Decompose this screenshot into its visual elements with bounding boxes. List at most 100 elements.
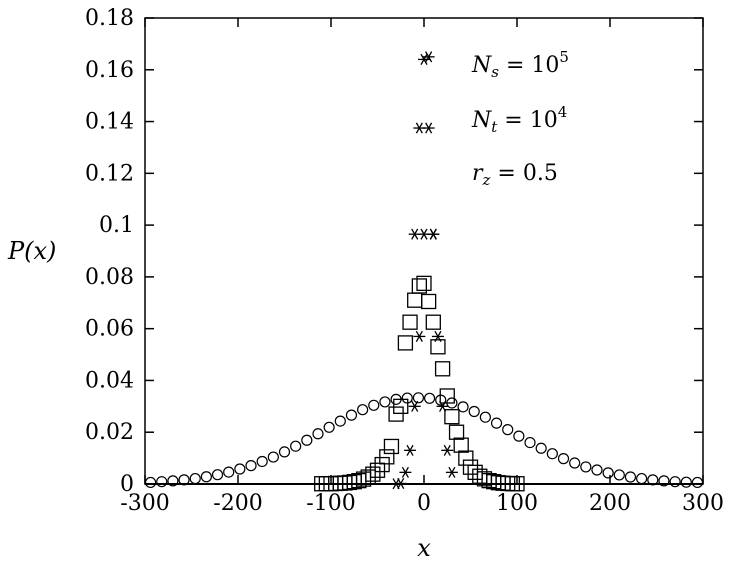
square-marker [374, 456, 390, 473]
annotation-value: = 0.5 [490, 161, 557, 186]
circle-marker [312, 428, 324, 440]
annotation-label: Ns = 105 [471, 48, 569, 81]
star-marker [408, 400, 421, 412]
square-marker [439, 388, 455, 404]
circle-marker [178, 474, 190, 486]
circle-marker [680, 476, 692, 488]
star-stroke [443, 444, 451, 456]
circle-marker [256, 455, 268, 468]
star-marker [404, 444, 417, 456]
circle-marker [524, 436, 536, 449]
circle-marker [502, 424, 514, 436]
square-marker [369, 462, 386, 478]
annotations: Ns = 105 Nt = 104 rz = 0.5 [471, 48, 569, 189]
star-marker [394, 477, 407, 490]
circle-marker [535, 442, 547, 454]
star-marker [399, 466, 412, 478]
star-marker [431, 330, 444, 342]
star-marker [427, 228, 440, 240]
star-stroke [429, 228, 437, 240]
annotation-superscript: 5 [559, 48, 569, 66]
y-tick-label: 0.04 [85, 368, 134, 393]
annotation-label: rz = 0.5 [472, 161, 558, 189]
x-tick-label: -200 [213, 491, 262, 516]
circle-marker [602, 467, 614, 479]
circle-marker [591, 464, 603, 476]
square-marker [407, 292, 423, 308]
circle-marker [412, 392, 425, 404]
circle-marker [647, 474, 659, 486]
star-stroke [425, 122, 433, 134]
star-stroke [401, 466, 409, 478]
star-series [390, 51, 458, 490]
square-marker [430, 339, 446, 355]
square-marker [393, 398, 409, 414]
annotation-subscript: s [491, 63, 499, 81]
annotation-subscript: z [482, 171, 491, 189]
annotation-label: Nt = 104 [471, 103, 567, 136]
circle-marker [144, 476, 157, 489]
circle-marker [546, 448, 558, 460]
circle-marker [290, 440, 302, 452]
circle-marker [245, 460, 257, 472]
circle-marker [658, 475, 670, 487]
circle-marker [490, 417, 503, 429]
circle-marker [234, 463, 246, 475]
y-tick-label: 0.12 [85, 161, 134, 186]
circle-marker [669, 476, 681, 488]
annotation-symbol: r [472, 161, 484, 186]
circle-marker [691, 476, 704, 489]
circle-marker [557, 453, 570, 465]
star-stroke [425, 51, 433, 63]
star-stroke [411, 400, 419, 412]
y-tick-label: 0.02 [85, 420, 134, 445]
y-axis-title: P(x) [7, 237, 56, 265]
square-marker [383, 438, 400, 455]
annotation-value: = 10 [499, 53, 559, 78]
circle-marker [200, 471, 212, 483]
star-stroke [439, 400, 447, 412]
x-tick-label: 0 [417, 491, 431, 516]
star-stroke [406, 444, 414, 456]
plot-frame [144, 17, 704, 485]
star-marker [436, 400, 449, 412]
y-tick-label: 0.08 [85, 265, 134, 290]
square-marker [337, 475, 353, 491]
star-marker [413, 330, 426, 342]
circle-marker [379, 396, 391, 408]
annotation-symbol: N [471, 53, 492, 78]
circle-marker [479, 411, 491, 423]
star-stroke [448, 466, 456, 478]
circle-marker [636, 472, 648, 485]
square-marker [448, 424, 465, 440]
circle-marker [468, 405, 480, 418]
square-marker [420, 293, 437, 310]
circle-marker [569, 457, 581, 469]
square-marker [365, 466, 381, 482]
circle-marker [301, 434, 313, 446]
annotation-superscript: 4 [558, 103, 568, 121]
plot-area-border [144, 17, 704, 485]
circle-marker [624, 471, 637, 483]
star-marker [418, 53, 430, 65]
square-marker [379, 449, 395, 465]
star-marker [441, 444, 454, 456]
square-marker [453, 437, 469, 453]
circle-marker [267, 451, 279, 463]
y-tick-label: 0.18 [85, 6, 134, 31]
y-tick-label: 0 [120, 472, 134, 497]
square-marker [434, 361, 451, 377]
star-marker [445, 466, 458, 478]
circle-marker [323, 421, 335, 433]
star-stroke [397, 477, 405, 490]
circle-series [144, 392, 704, 489]
circle-marker [580, 461, 592, 473]
square-series [314, 275, 525, 492]
star-stroke [411, 228, 419, 240]
circle-marker [167, 475, 179, 487]
y-tick-label: 0.06 [85, 317, 134, 342]
circle-marker [156, 476, 168, 488]
circle-marker [278, 446, 291, 458]
circle-marker [457, 401, 469, 413]
